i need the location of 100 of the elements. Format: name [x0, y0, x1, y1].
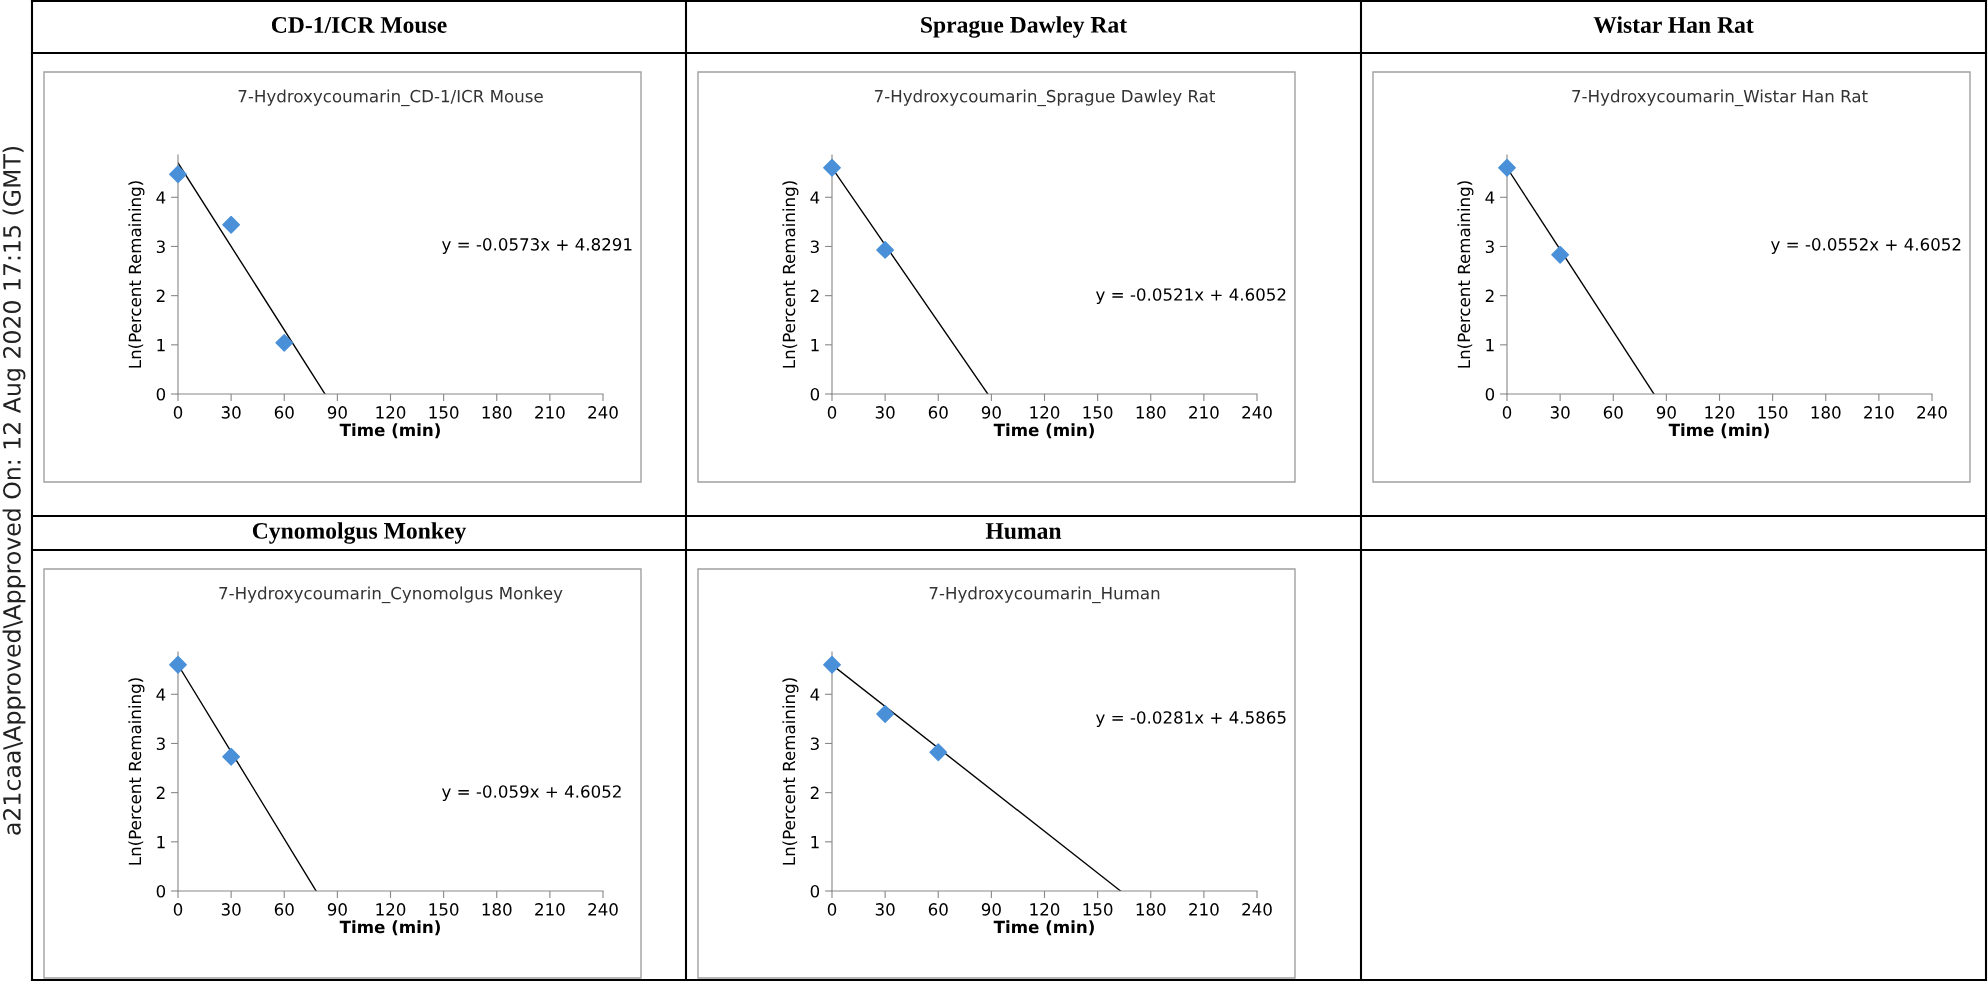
y-tick-label: 4 — [1485, 191, 1495, 204]
y-axis-title: Ln(Percent Remaining) — [782, 181, 799, 368]
annotation: y = -0.0281x + 4.5865 — [1096, 711, 1286, 727]
x-tick-label: 150 — [429, 903, 459, 916]
x-tick-label: 60 — [1603, 406, 1623, 419]
point — [823, 655, 841, 674]
x-axis-title: Time (min) — [1668, 423, 1769, 439]
x-tick-label: 240 — [1242, 406, 1272, 419]
annotation: y = -0.0552x + 4.6052 — [1771, 238, 1961, 254]
x-tick-label: 90 — [981, 406, 1001, 419]
x-tick-label: 210 — [535, 903, 565, 916]
y-tick-label: 0 — [810, 387, 820, 401]
x-tick-label: 180 — [1811, 406, 1841, 419]
text: a21caa\Approved\Approved On: 12 Aug 2020 17:15 (GMT) — [2, 146, 26, 835]
y-tick-label: 4 — [810, 191, 820, 204]
y-tick-label: 4 — [156, 191, 166, 204]
x-tick-label: 150 — [429, 406, 459, 419]
x-tick-label: 150 — [1758, 406, 1788, 419]
x-tick-label: 120 — [1030, 406, 1060, 419]
text: Sprague Dawley Rat — [921, 16, 1128, 38]
y-tick-label: 2 — [810, 289, 819, 302]
y-axis-title: Ln(Percent Remaining) — [782, 678, 799, 865]
x-axis-title: Time (min) — [339, 920, 440, 936]
x-tick-label: 0 — [173, 903, 183, 916]
x-tick-label: 30 — [221, 903, 241, 916]
y-tick-label: 1 — [811, 339, 819, 352]
x-tick-label: 180 — [1136, 406, 1166, 419]
y-axis-title: Ln(Percent Remaining) — [128, 678, 145, 865]
x-tick-label: 240 — [1917, 406, 1947, 419]
x-tick-label: 240 — [588, 406, 618, 419]
x-tick-label: 30 — [875, 406, 895, 419]
x-tick-label: 120 — [376, 903, 406, 916]
x-tick-label: 90 — [327, 406, 347, 419]
y-tick-label: 1 — [157, 339, 165, 352]
text: Human — [985, 523, 1062, 539]
y-tick-label: 4 — [810, 688, 820, 701]
x-tick-label: 90 — [981, 903, 1001, 916]
point — [275, 333, 294, 352]
text: Wistar Han Rat — [1593, 16, 1754, 34]
chart-title: 7-Hydroxycoumarin_Human — [929, 586, 1160, 604]
x-tick-label: 180 — [482, 903, 512, 916]
point — [929, 743, 948, 762]
x-tick-label: 120 — [1030, 903, 1060, 916]
text: Cynomolgus Monkey — [252, 522, 467, 544]
y-tick-label: 1 — [157, 836, 165, 849]
x-tick-label: 0 — [173, 406, 183, 419]
x-tick-label: 90 — [327, 903, 347, 916]
text: CD-1/ICR Mouse — [271, 17, 447, 33]
x-tick-label: 60 — [928, 406, 948, 419]
y-tick-label: 2 — [156, 289, 165, 302]
y-tick-label: 2 — [810, 786, 819, 799]
y-tick-label: 3 — [1485, 240, 1494, 254]
x-tick-label: 0 — [827, 406, 837, 419]
x-tick-label: 60 — [274, 406, 294, 419]
y-axis-title: Ln(Percent Remaining) — [1457, 181, 1474, 368]
x-tick-label: 90 — [1656, 406, 1676, 419]
x-tick-label: 150 — [1083, 406, 1113, 419]
x-tick-label: 30 — [875, 903, 895, 916]
x-tick-label: 120 — [376, 406, 406, 419]
x-tick-label: 180 — [1136, 903, 1166, 916]
chart-title: 7-Hydroxycoumarin_CD-1/ICR Mouse — [238, 89, 543, 107]
y-tick-label: 3 — [156, 240, 165, 254]
y-tick-label: 2 — [156, 786, 165, 799]
annotation: y = -0.059x + 4.6052 — [442, 785, 621, 802]
y-tick-label: 3 — [810, 240, 819, 254]
y-tick-label: 0 — [1485, 387, 1495, 401]
x-tick-label: 180 — [482, 406, 512, 419]
y-tick-label: 1 — [1486, 339, 1494, 352]
point — [222, 215, 241, 234]
x-tick-label: 210 — [1189, 406, 1219, 419]
y-tick-label: 2 — [1485, 289, 1494, 302]
y-axis-title: Ln(Percent Remaining) — [128, 181, 145, 368]
y-tick-label: 0 — [810, 884, 820, 898]
y-tick-label: 1 — [811, 836, 819, 849]
x-tick-label: 210 — [1864, 406, 1894, 419]
x-tick-label: 210 — [535, 406, 565, 419]
x-tick-label: 60 — [274, 903, 294, 916]
chart-title: 7-Hydroxycoumarin_Cynomolgus Monkey — [219, 586, 563, 604]
x-axis-title: Time (min) — [993, 920, 1094, 936]
x-axis-title: Time (min) — [339, 423, 440, 439]
point — [876, 705, 895, 723]
y-tick-label: 0 — [156, 387, 166, 401]
y-tick-label: 0 — [156, 884, 166, 898]
chart-title: 7-Hydroxycoumarin_Wistar Han Rat — [1572, 89, 1868, 107]
x-tick-label: 120 — [1705, 406, 1735, 419]
x-tick-label: 210 — [1189, 903, 1219, 916]
x-tick-label: 240 — [588, 903, 618, 916]
x-tick-label: 150 — [1083, 903, 1113, 916]
x-tick-label: 60 — [928, 903, 948, 916]
x-tick-label: 0 — [1502, 406, 1512, 419]
y-tick-label: 4 — [156, 688, 166, 701]
x-tick-label: 30 — [1550, 406, 1570, 419]
point — [169, 165, 187, 184]
x-tick-label: 0 — [827, 903, 837, 916]
y-tick-label: 3 — [156, 737, 165, 751]
annotation: y = -0.0573x + 4.8291 — [442, 238, 632, 254]
x-tick-label: 30 — [221, 406, 241, 419]
y-tick-label: 3 — [810, 737, 819, 751]
annotation: y = -0.0521x + 4.6052 — [1096, 288, 1286, 305]
chart-title: 7-Hydroxycoumarin_Sprague Dawley Rat — [874, 89, 1216, 107]
